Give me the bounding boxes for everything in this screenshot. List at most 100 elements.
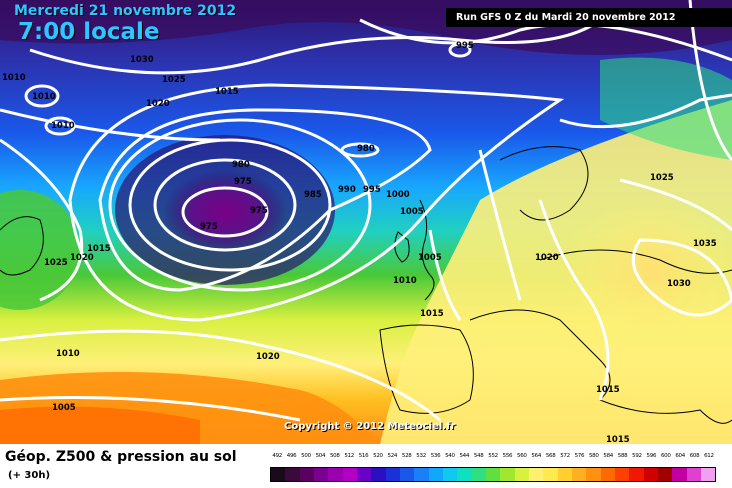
forecast-date: Mercredi 21 novembre 2012 [14, 3, 237, 19]
scale-label: 568 [545, 453, 556, 459]
east-high [560, 200, 732, 340]
scale-label: 504 [315, 453, 326, 459]
isobar-labels: 1030 1025 1020 1015 1010 1010 1010 995 9… [2, 41, 717, 444]
scale-swatch [657, 468, 673, 481]
isobar-label: 980 [232, 160, 250, 170]
scale-swatch [428, 468, 443, 481]
south-deep-orange [0, 406, 200, 444]
scale-label: 512 [344, 453, 354, 459]
forecast-time: 7:00 locale [18, 19, 160, 45]
legend-title: Géop. Z500 & pression au sol [5, 449, 237, 465]
scale-label: 552 [488, 453, 498, 459]
scale-swatch [356, 468, 372, 481]
scale-label: 556 [502, 453, 513, 459]
isobar-label: 1020 [256, 352, 280, 362]
isobar-label: 1025 [162, 75, 186, 85]
isobar-label: 995 [456, 41, 474, 51]
left-ridge [0, 190, 80, 310]
isobar-label: 1025 [650, 173, 674, 183]
scale-swatch [514, 468, 529, 481]
weather-map: 1030 1025 1020 1015 1010 1010 1010 995 9… [0, 0, 732, 444]
scale-swatch [557, 468, 572, 481]
scale-swatch [457, 468, 472, 481]
isobar-label: 1010 [32, 92, 56, 102]
run-banner: Run GFS 0 Z du Mardi 20 novembre 2012 [446, 8, 732, 27]
scale-swatch [285, 468, 300, 481]
isobar-label: 975 [200, 222, 218, 232]
scale-swatch [543, 468, 558, 481]
scale-swatch [414, 468, 429, 481]
map-canvas: 1030 1025 1020 1015 1010 1010 1010 995 9… [0, 0, 732, 444]
scale-label: 604 [675, 453, 685, 459]
isobar-label: 980 [357, 144, 375, 154]
scale-label: 608 [689, 453, 700, 459]
isobar-label: 1030 [667, 279, 691, 289]
scale-swatch [614, 468, 630, 481]
scale-label: 492 [272, 453, 282, 459]
scale-swatch [686, 468, 701, 481]
scale-label: 508 [329, 453, 340, 459]
scale-swatch [442, 468, 458, 481]
scale-label: 496 [286, 453, 297, 459]
scale-swatch [643, 468, 658, 481]
scale-swatch [342, 468, 357, 481]
isobar-label: 1035 [693, 239, 717, 249]
isobar-label: 985 [304, 190, 322, 200]
scale-label: 564 [531, 453, 542, 459]
scale-swatch [500, 468, 515, 481]
legend-subtitle: (+ 30h) [8, 470, 51, 481]
scale-swatch [700, 468, 716, 481]
scale-label: 516 [358, 453, 369, 459]
scale-label: 576 [574, 453, 585, 459]
scale-swatch [313, 468, 329, 481]
scale-label: 528 [401, 453, 412, 459]
scale-label: 588 [617, 453, 628, 459]
scale-label: 600 [660, 453, 671, 459]
isobar-label: 975 [234, 177, 252, 187]
isobar-label: 1010 [51, 121, 75, 131]
scale-label: 532 [416, 453, 426, 459]
scale-swatch [485, 468, 501, 481]
isobar-label: 1005 [400, 207, 424, 217]
isobar-label: 1020 [70, 253, 94, 263]
isobar-label: 1010 [2, 73, 26, 83]
north-green [600, 57, 732, 160]
scale-label: 580 [588, 453, 599, 459]
scale-label: 536 [430, 453, 441, 459]
isobar-label: 1010 [393, 276, 417, 286]
scale-label: 572 [560, 453, 570, 459]
scale-swatch [371, 468, 386, 481]
scale-swatch [328, 468, 343, 481]
scale-label: 560 [517, 453, 527, 459]
scale-swatch [528, 468, 544, 481]
scale-label: 544 [459, 453, 470, 459]
scale-label: 612 [704, 453, 714, 459]
legend-footer: Géop. Z500 & pression au sol (+ 30h) 492… [0, 444, 732, 488]
scale-swatch [385, 468, 400, 481]
isobar-label: 1025 [44, 258, 68, 268]
isobar-label: 1005 [418, 253, 442, 263]
scale-label: 500 [301, 453, 311, 459]
scale-label: 524 [387, 453, 398, 459]
scale-label: 540 [445, 453, 455, 459]
scale-label: 548 [473, 453, 484, 459]
isobar-label: 990 [338, 185, 356, 195]
scale-swatch [271, 468, 286, 481]
scale-labels: 492 496 500 504 508 512 516 520 524 528 532 536 540 5… [270, 453, 716, 459]
low-center [163, 170, 287, 254]
isobar-label: 975 [250, 206, 268, 216]
isobar-label: 1020 [535, 253, 559, 263]
isobar-lines [0, 0, 732, 420]
copyright: Copyright © 2012 Meteociel.fr [284, 421, 456, 432]
scale-label: 584 [603, 453, 613, 459]
scale-swatch [600, 468, 615, 481]
scale-swatch [586, 468, 601, 481]
scale-swatch [672, 468, 687, 481]
isobar-label: 1015 [87, 244, 111, 254]
scale-swatch [629, 468, 644, 481]
isobar-label: 1020 [146, 99, 170, 109]
isobar-label: 1005 [52, 403, 76, 413]
scale-swatch [571, 468, 587, 481]
isobar-label: 1015 [215, 87, 239, 97]
scale-label: 596 [646, 453, 657, 459]
